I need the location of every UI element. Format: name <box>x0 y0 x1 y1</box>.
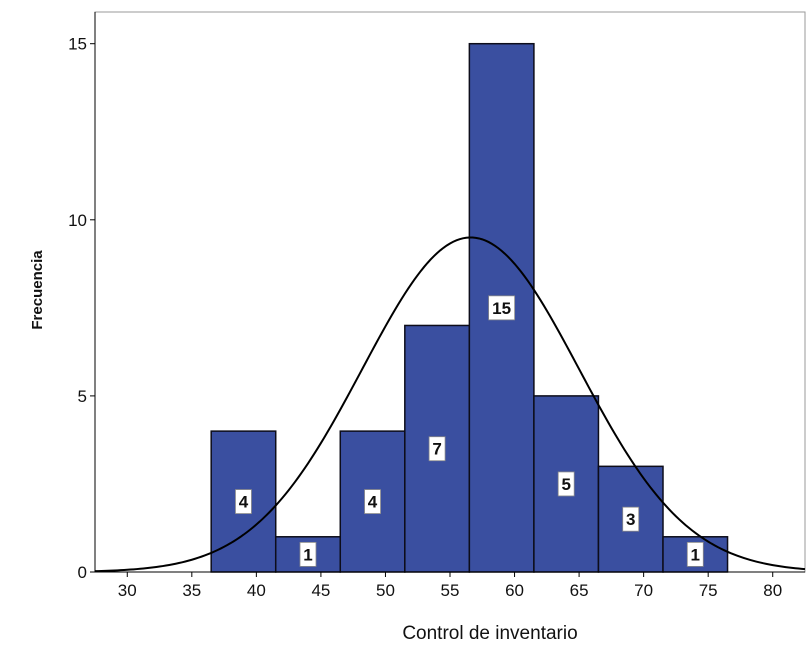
bar-data-label: 1 <box>303 545 312 564</box>
bar-data-label: 4 <box>239 493 249 512</box>
x-tick-label: 55 <box>441 581 460 600</box>
bar-data-label: 7 <box>432 440 441 459</box>
x-ticks-group: 30 35 40 45 50 55 60 65 70 75 80 <box>118 572 782 600</box>
bar-labels-group: 4 1 4 7 15 5 3 1 <box>235 295 704 567</box>
x-tick-label: 50 <box>376 581 395 600</box>
bar-label-box <box>557 471 575 497</box>
bar-data-label: 3 <box>626 510 635 529</box>
bar-label-box <box>622 506 640 532</box>
x-tick-label: 30 <box>118 581 137 600</box>
bar-label-box <box>364 489 381 514</box>
bar-data-label: 15 <box>492 299 511 318</box>
bar-label-box <box>488 295 516 321</box>
y-tick-label: 15 <box>68 35 87 54</box>
bar-data-label: 5 <box>561 475 570 494</box>
x-tick-label: 80 <box>763 581 782 600</box>
y-axis-title: Frecuencia <box>29 250 46 330</box>
x-tick-label: 40 <box>247 581 266 600</box>
x-tick-label: 45 <box>311 581 330 600</box>
bar-data-label: 1 <box>691 545 700 564</box>
x-tick-label: 65 <box>570 581 589 600</box>
y-tick-label: 5 <box>78 387 87 406</box>
x-axis-title: Control de inventario <box>402 623 577 644</box>
bar-label-box <box>686 541 704 567</box>
x-tick-label: 35 <box>182 581 201 600</box>
x-tick-label: 60 <box>505 581 524 600</box>
y-tick-label: 0 <box>78 563 87 582</box>
y-tick-label: 10 <box>68 211 87 230</box>
bar-data-label: 4 <box>368 493 378 512</box>
bar-label-box <box>428 436 446 462</box>
bar-label-box <box>235 489 252 514</box>
bar-label-box <box>299 541 317 567</box>
normal-curve <box>94 236 806 573</box>
x-tick-label: 75 <box>699 581 718 600</box>
histogram-bar <box>597 465 664 573</box>
x-tick-label: 70 <box>634 581 653 600</box>
y-ticks-group: 0 5 10 15 <box>68 35 95 582</box>
